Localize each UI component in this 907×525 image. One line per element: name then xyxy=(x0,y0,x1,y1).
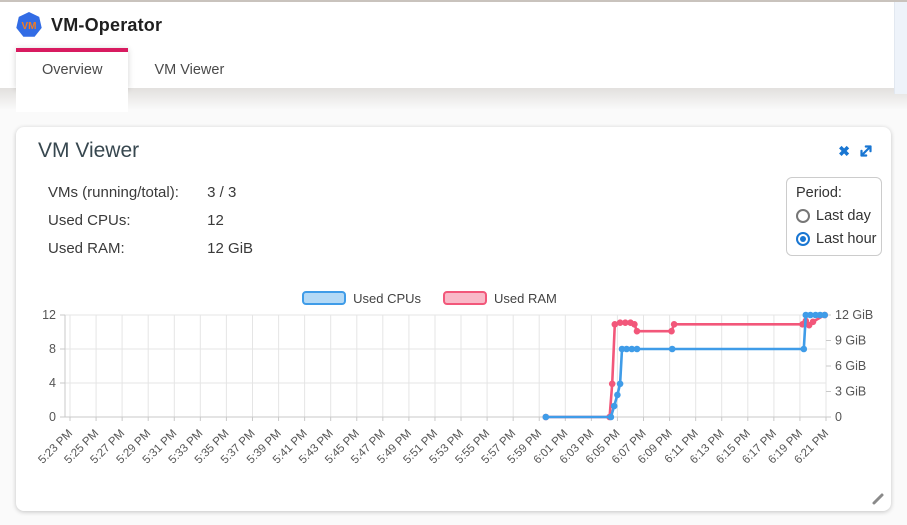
vm-operator-logo-icon: VM xyxy=(16,12,42,37)
scrollbar-track[interactable] xyxy=(894,2,907,94)
expand-button[interactable] xyxy=(857,142,875,160)
window-top-border xyxy=(0,0,907,2)
radio-label-last-day: Last day xyxy=(816,208,871,224)
svg-text:9 GiB: 9 GiB xyxy=(835,334,866,348)
tab-overview[interactable]: Overview xyxy=(16,48,129,112)
legend-label: Used RAM xyxy=(494,290,557,306)
stat-label-vms: VMs (running/total): xyxy=(48,184,179,201)
stat-row-ram: Used RAM: 12 GiB xyxy=(48,240,253,258)
stat-label-cpus: Used CPUs: xyxy=(48,212,131,229)
svg-text:4: 4 xyxy=(49,376,56,390)
radio-last-day[interactable]: Last day xyxy=(796,208,872,224)
svg-text:8: 8 xyxy=(49,342,56,356)
legend-swatch-icon xyxy=(443,291,488,305)
radio-icon-last-day xyxy=(796,209,810,223)
period-label: Period: xyxy=(796,185,842,201)
svg-text:6 GiB: 6 GiB xyxy=(835,359,866,373)
card-title: VM Viewer xyxy=(38,139,140,162)
legend-item: Used CPUs xyxy=(302,291,421,306)
svg-text:3 GiB: 3 GiB xyxy=(835,385,866,399)
radio-icon-last-hour xyxy=(796,232,810,246)
legend-item: Used RAM xyxy=(443,291,557,306)
content-area: VM Viewer ✖ VMs (running/total): 3 / 3 xyxy=(0,88,907,525)
stat-row-cpus: Used CPUs: 12 xyxy=(48,212,253,230)
close-icon: ✖ xyxy=(838,143,850,159)
svg-text:VM: VM xyxy=(22,21,37,32)
svg-text:0: 0 xyxy=(49,410,56,424)
vm-stats: VMs (running/total): 3 / 3 Used CPUs: 12… xyxy=(48,184,253,268)
vm-viewer-card: VM Viewer ✖ VMs (running/total): 3 / 3 xyxy=(16,127,891,511)
tab-vm-viewer-label: VM Viewer xyxy=(154,62,225,78)
period-group: Period: Last day Last hour xyxy=(786,177,882,256)
tab-overview-label: Overview xyxy=(42,62,103,78)
svg-text:0: 0 xyxy=(835,410,842,424)
radio-label-last-hour: Last hour xyxy=(816,231,877,247)
svg-text:12 GiB: 12 GiB xyxy=(835,308,873,322)
app-title: VM-Operator xyxy=(51,14,163,35)
stat-value-vms: 3 / 3 xyxy=(207,184,237,201)
legend-label: Used CPUs xyxy=(353,290,422,306)
stat-label-ram: Used RAM: xyxy=(48,240,125,257)
app-header: VM VM-Operator xyxy=(0,2,907,48)
stat-value-ram: 12 GiB xyxy=(207,240,254,257)
svg-text:12: 12 xyxy=(42,308,56,322)
legend-swatch-icon xyxy=(302,291,347,305)
radio-last-hour[interactable]: Last hour xyxy=(796,231,876,247)
resize-handle-icon[interactable] xyxy=(870,491,886,507)
stat-value-cpus: 12 xyxy=(207,212,224,229)
chart-legend: Used CPUs Used RAM xyxy=(28,289,831,307)
expand-icon xyxy=(860,145,872,157)
close-button[interactable]: ✖ xyxy=(838,142,850,160)
tab-vm-viewer[interactable]: VM Viewer xyxy=(128,48,250,88)
tab-bar: Overview VM Viewer xyxy=(0,48,907,112)
stat-row-vms: VMs (running/total): 3 / 3 xyxy=(48,184,253,202)
card-header-actions: ✖ xyxy=(838,142,875,160)
